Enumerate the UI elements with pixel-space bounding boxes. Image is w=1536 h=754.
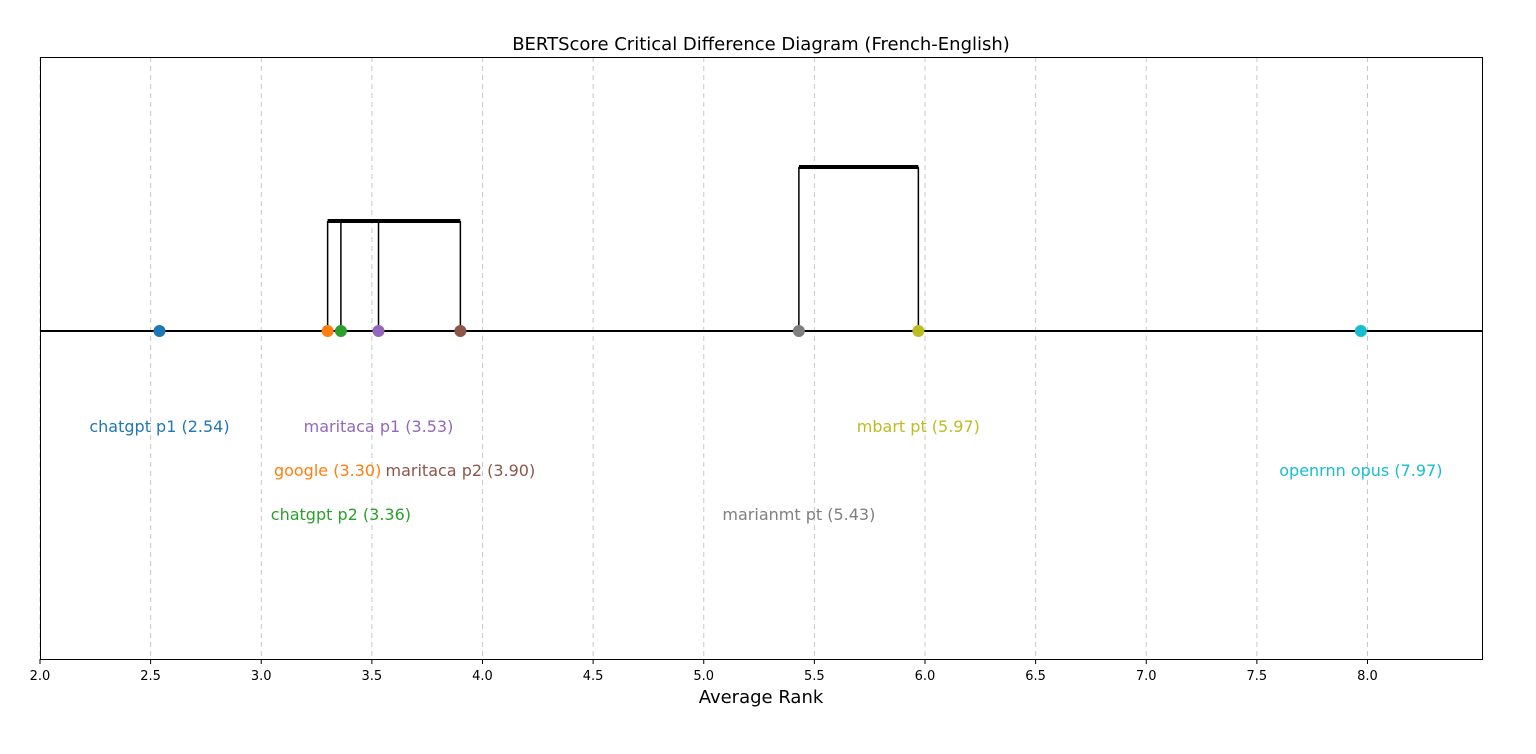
data-point (454, 325, 467, 337)
x-tick-label: 4.5 (583, 669, 604, 684)
data-point (1354, 325, 1367, 337)
grid-lines (39, 57, 1368, 659)
model-label: chatgpt p1 (2.54) (89, 417, 229, 436)
data-point (912, 325, 925, 337)
data-point (153, 325, 166, 337)
x-tick-label: 5.0 (693, 669, 714, 684)
data-points (153, 325, 1367, 337)
model-label: mbart pt (5.97) (857, 417, 980, 436)
x-tick-label: 2.0 (30, 669, 51, 684)
x-tick-label: 7.0 (1136, 669, 1157, 684)
model-label: google (3.30) (274, 461, 381, 480)
x-axis-title: Average Rank (699, 687, 824, 708)
chart-title: BERTScore Critical Difference Diagram (F… (512, 34, 1010, 55)
x-tick-label: 6.5 (1025, 669, 1046, 684)
x-tick-label: 7.5 (1247, 669, 1268, 684)
data-point (792, 325, 805, 337)
model-label: maritaca p1 (3.53) (304, 417, 454, 436)
x-tick-label: 5.5 (804, 669, 825, 684)
model-label: marianmt pt (5.43) (722, 505, 875, 524)
x-tick-label: 2.5 (140, 669, 161, 684)
x-tick-label: 6.0 (915, 669, 936, 684)
data-point (372, 325, 385, 337)
model-label: chatgpt p2 (3.36) (271, 505, 411, 524)
x-axis-ticks: 2.0 2.5 3.0 3.5 4.0 4.5 5.0 5.5 6.0 6.5 7.0 7.5 8.0 (30, 659, 1378, 684)
model-label: maritaca p2 (3.90) (386, 461, 536, 480)
model-labels: chatgpt p1 (2.54) google (3.30) chatgpt p2… (89, 417, 1442, 524)
x-tick-label: 3.5 (362, 669, 383, 684)
x-tick-label: 3.0 (251, 669, 272, 684)
x-tick-label: 4.0 (472, 669, 493, 684)
data-point (321, 325, 334, 337)
model-label: openrnn opus (7.97) (1279, 461, 1442, 480)
x-tick-label: 8.0 (1357, 669, 1378, 684)
plot-frame (40, 57, 1483, 660)
data-point (334, 325, 347, 337)
clique-bars (326, 165, 920, 331)
